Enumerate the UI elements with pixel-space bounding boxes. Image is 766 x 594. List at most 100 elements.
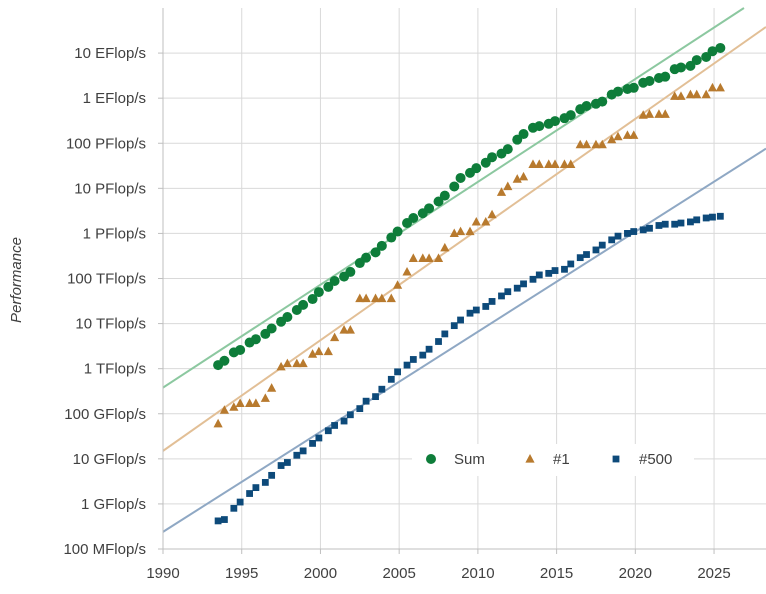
- sum-point: [691, 55, 702, 66]
- top1-point: [471, 216, 481, 226]
- rank500-point: [441, 330, 449, 338]
- rank500-point: [387, 375, 395, 383]
- top1-point: [229, 402, 239, 411]
- rank500-point: [661, 220, 669, 228]
- sum-point: [449, 181, 460, 192]
- top1-point: [715, 82, 725, 92]
- rank500-point: [425, 345, 433, 353]
- rank500-point: [299, 447, 307, 455]
- sum-point: [565, 110, 576, 121]
- rank500-point: [598, 241, 606, 249]
- rank500-point: [409, 356, 417, 363]
- rank500-point: [677, 219, 685, 227]
- top1-point: [418, 253, 428, 262]
- sum-point: [235, 344, 246, 355]
- x-tick-label: 2020: [619, 565, 652, 582]
- rank500-point: [283, 459, 291, 466]
- top1-point: [370, 293, 381, 303]
- top1-point: [644, 109, 655, 118]
- sum-point: [628, 82, 639, 93]
- top1-point: [386, 293, 396, 303]
- top1-point: [613, 131, 623, 141]
- sum-point: [433, 196, 444, 207]
- legend-marker-2: [612, 455, 620, 463]
- top1-point: [276, 361, 286, 371]
- rank500-point: [592, 246, 600, 254]
- trend-line-0: [163, 7, 745, 389]
- top1-point: [377, 293, 387, 303]
- rank500-point: [466, 309, 474, 317]
- rank500-point: [614, 232, 622, 240]
- rank500-point: [236, 498, 244, 506]
- legend-label-0: Sum: [454, 451, 485, 468]
- top1-point: [219, 405, 230, 414]
- top1-point: [408, 253, 418, 262]
- top1-point: [701, 89, 711, 99]
- top1-point: [260, 393, 270, 402]
- rank500-point: [561, 265, 568, 273]
- sum-point: [386, 232, 397, 243]
- x-tick-label: 2000: [304, 565, 337, 582]
- rank500-point: [331, 422, 339, 429]
- top1-point: [244, 398, 255, 407]
- top1-point: [292, 358, 302, 368]
- top1-point: [330, 332, 340, 342]
- sum-point: [685, 60, 696, 71]
- top1-point: [339, 325, 349, 334]
- data-points: [213, 42, 726, 525]
- rank500-point: [545, 269, 553, 277]
- grid: [163, 8, 766, 549]
- sum-point: [439, 190, 450, 201]
- rank500-point: [608, 236, 616, 244]
- y-tick-label: 10 PFlop/s: [74, 180, 146, 197]
- y-tick-labels: 100 MFlop/s 1 GFlop/s 10 GFlop/s 100 GFlop/…: [63, 45, 146, 558]
- rank500-point: [315, 434, 323, 442]
- sum-point: [329, 276, 340, 287]
- rank500-point: [372, 393, 379, 401]
- x-tick-labels: 1990 1995 2000 2005 2010 2015 2020 2025: [146, 565, 730, 582]
- y-tick-label: 100 GFlop/s: [64, 406, 146, 423]
- top1-point: [251, 398, 261, 407]
- x-tick-label: 1995: [225, 565, 258, 582]
- top1-point: [707, 82, 718, 92]
- top1-point: [298, 358, 308, 368]
- top1-point: [455, 226, 466, 236]
- rank500-point: [520, 280, 527, 288]
- sum-point: [424, 203, 435, 214]
- rank500-point: [702, 214, 710, 222]
- rank500-point: [716, 212, 724, 220]
- axes: [158, 8, 766, 554]
- top1-point: [307, 349, 318, 358]
- y-tick-label: 1 TFlop/s: [84, 361, 146, 378]
- rank500-point: [214, 517, 222, 525]
- rank500-point: [362, 397, 370, 405]
- sum-point: [361, 252, 372, 263]
- rank500-point: [457, 316, 464, 324]
- top1-point: [544, 159, 554, 168]
- top1-point: [692, 89, 702, 99]
- top1-point: [660, 109, 670, 118]
- legend: Sum #1 #500: [412, 444, 694, 476]
- rank500-point: [583, 251, 590, 258]
- sum-point: [313, 287, 324, 298]
- y-tick-label: 100 TFlop/s: [67, 271, 146, 288]
- top1-point: [503, 181, 513, 191]
- sum-point: [408, 212, 419, 223]
- sum-point: [282, 311, 293, 322]
- top1-point: [402, 266, 412, 276]
- rank500-point: [567, 260, 575, 268]
- sum-point: [392, 226, 403, 237]
- top1-point: [355, 293, 365, 303]
- y-tick-label: 10 GFlop/s: [73, 451, 146, 468]
- top1-point: [575, 139, 585, 149]
- top1-point: [670, 91, 680, 100]
- rank500-point: [261, 479, 269, 486]
- sum-point: [370, 247, 381, 258]
- top1-point: [550, 159, 560, 168]
- y-axis-label: Performance: [8, 237, 25, 323]
- top1-point: [440, 242, 450, 252]
- rank500-point: [671, 220, 679, 228]
- sum-point: [660, 71, 671, 82]
- sum-point: [376, 240, 387, 251]
- sum-point: [502, 144, 513, 155]
